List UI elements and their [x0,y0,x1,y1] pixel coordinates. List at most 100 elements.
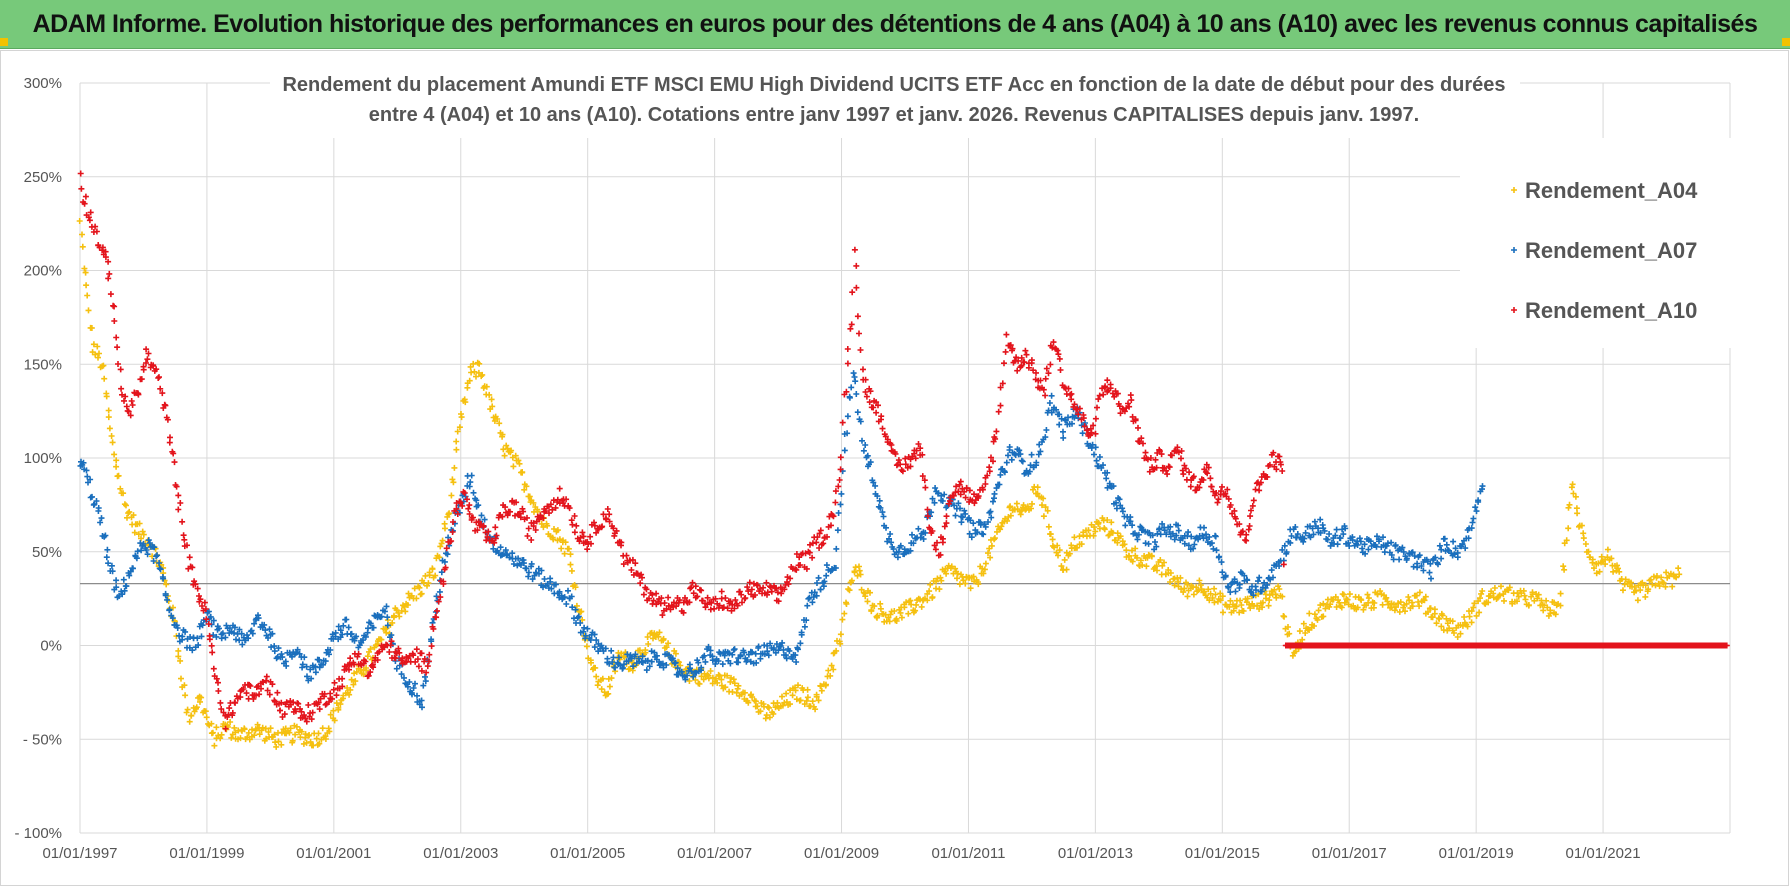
data-point [1159,520,1166,527]
data-point [1241,572,1248,579]
data-point [1279,468,1286,474]
data-point [1471,600,1478,607]
data-point [736,588,743,595]
data-point [1113,499,1119,506]
data-point [929,528,936,534]
data-point [1380,534,1386,541]
data-point [83,282,90,289]
data-point [1257,479,1264,486]
data-point [937,551,944,558]
data-point [163,581,170,588]
data-point [144,551,151,558]
data-point [1535,591,1542,598]
data-point [113,584,120,591]
data-point [175,647,182,654]
data-point [339,675,346,682]
data-point [1147,455,1154,461]
data-point [123,583,130,590]
data-point [1193,487,1200,494]
data-point [621,661,627,668]
data-point [864,452,871,459]
data-point [854,409,861,416]
data-point [765,652,772,659]
data-point [179,633,186,640]
data-point [1167,579,1173,585]
data-point [757,708,764,715]
data-point [1096,454,1103,460]
data-point [1091,524,1098,531]
data-point [724,605,731,612]
data-point [389,619,396,626]
data-point [1095,396,1102,403]
data-point [823,681,829,688]
data-point [1007,512,1014,519]
data-point [1399,544,1406,551]
data-point [226,705,233,712]
data-point [453,438,460,445]
data-point [1232,515,1239,522]
data-point [1477,595,1483,602]
data-point [456,424,463,431]
data-point [442,525,448,532]
data-point [887,531,894,537]
data-point [220,709,227,716]
data-point [437,594,444,601]
data-point [198,694,205,701]
data-point [528,537,535,543]
data-point [752,650,759,657]
data-point [640,591,647,598]
data-point [125,408,132,415]
data-point [1547,610,1554,617]
data-point [884,436,891,443]
data-point [1205,464,1212,471]
data-point [82,269,89,276]
data-point [731,680,738,687]
data-point [307,666,314,673]
data-point [1049,536,1056,543]
data-point [93,498,100,504]
data-point [687,665,693,672]
data-point [1557,602,1564,609]
data-point [1301,535,1308,542]
data-point [283,699,290,706]
data-point [653,652,660,659]
data-point [591,519,597,526]
data-point [462,399,469,406]
data-point [598,686,605,693]
data-point [985,550,991,557]
data-point [1250,592,1257,599]
data-point [153,553,160,560]
data-point [121,397,127,404]
data-point [203,714,210,721]
data-point [231,724,238,731]
data-point [981,566,988,573]
data-point [509,550,516,557]
data-point [138,547,145,554]
data-point [529,576,536,583]
data-point [993,485,1000,492]
data-point [766,714,773,721]
data-point [868,608,875,615]
data-point [997,384,1004,391]
data-point [722,595,729,601]
data-point [1541,602,1547,609]
data-point [566,505,573,512]
data-point [419,704,425,711]
data-point [600,511,607,518]
data-point [1227,502,1234,508]
data-point [1270,574,1276,581]
data-point [860,589,867,596]
data-point [343,616,350,623]
data-point [1403,600,1410,607]
data-point [404,602,411,608]
data-point [939,535,946,542]
data-point [867,388,874,395]
data-point [120,576,127,583]
data-point [1132,545,1139,552]
data-point [1438,555,1445,562]
y-tick-label: 300% [24,75,62,92]
data-point [181,536,188,543]
data-point [1184,581,1191,588]
y-tick-label: - 50% [23,731,62,748]
data-point [1426,569,1433,576]
